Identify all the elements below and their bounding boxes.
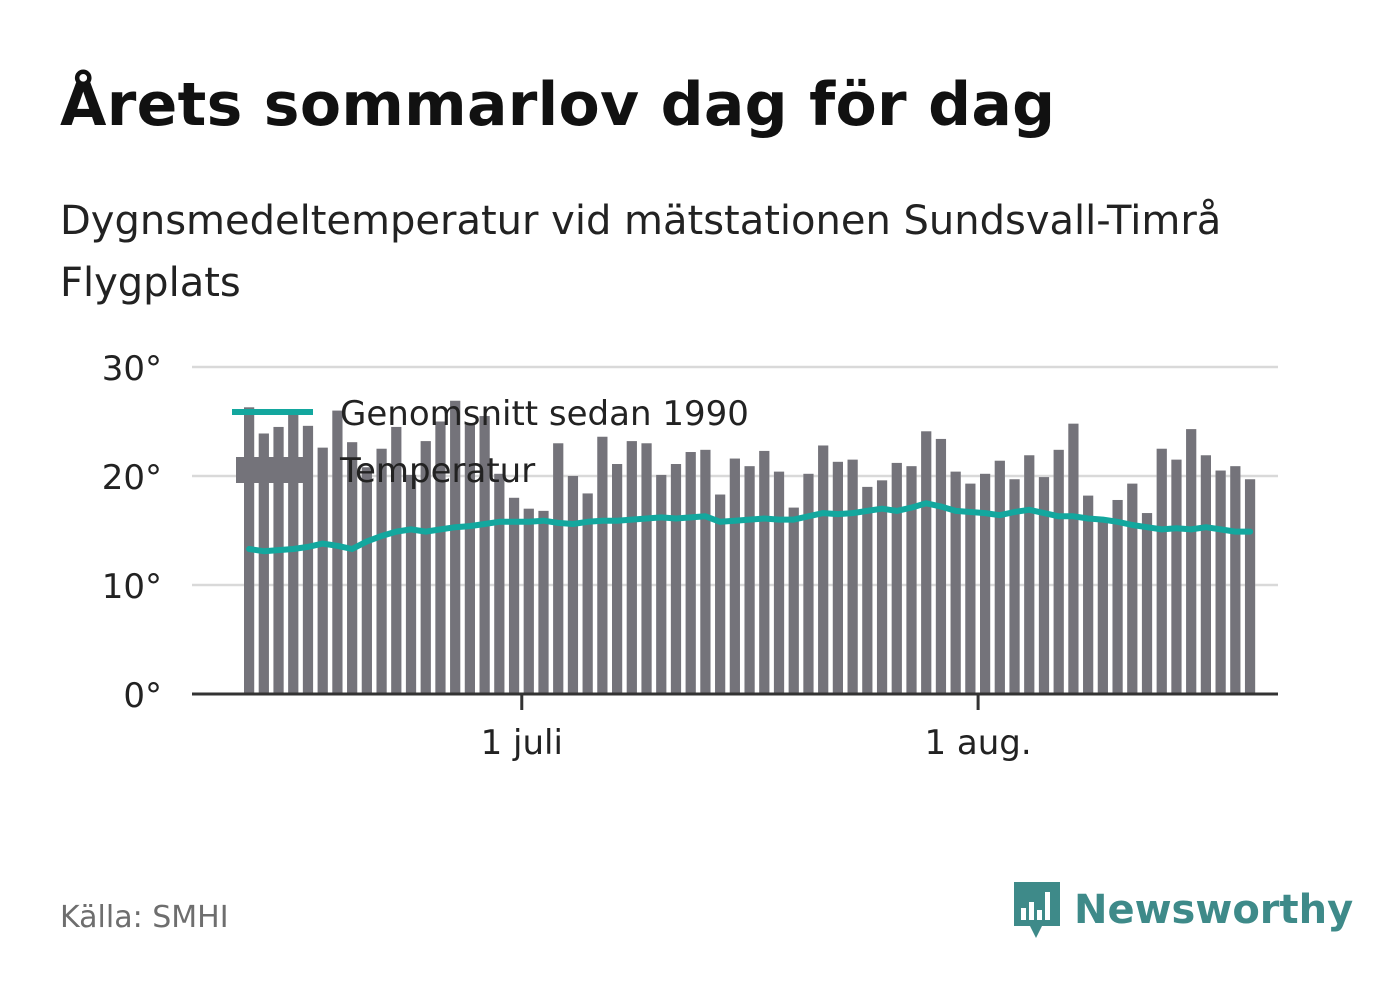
legend-label-temperature: Temperatur bbox=[339, 451, 535, 491]
temperature-bar bbox=[538, 510, 549, 694]
temperature-bar bbox=[994, 460, 1005, 694]
temperature-bar bbox=[288, 413, 299, 694]
newsworthy-logo-icon bbox=[1014, 882, 1060, 938]
temperature-bar bbox=[980, 473, 991, 694]
temperature-bar bbox=[876, 480, 888, 694]
temperature-bar bbox=[405, 474, 417, 694]
temperature-bar bbox=[1156, 448, 1167, 694]
temperature-bar bbox=[391, 426, 402, 694]
brand-logo: Newsworthy bbox=[1012, 880, 1353, 940]
temperature-bar bbox=[508, 497, 520, 694]
temperature-bar bbox=[1009, 479, 1020, 694]
temperature-bar bbox=[317, 447, 328, 694]
temperature-bar bbox=[965, 483, 976, 694]
temperature-bar bbox=[832, 461, 843, 694]
y-tick-label: 0° bbox=[123, 676, 162, 716]
temperature-bar bbox=[332, 410, 343, 694]
temperature-bar bbox=[847, 459, 858, 694]
temperature-bar bbox=[1083, 495, 1094, 694]
temperature-bar bbox=[1038, 477, 1050, 694]
temperature-bar bbox=[523, 508, 534, 694]
temperature-bar bbox=[1127, 483, 1138, 694]
temperature-bar bbox=[1068, 423, 1079, 694]
temperature-bar bbox=[347, 442, 358, 694]
temperature-bar bbox=[420, 441, 431, 694]
temperature-bar bbox=[670, 464, 682, 694]
temperature-bar bbox=[273, 426, 284, 694]
temperature-bar bbox=[891, 462, 902, 694]
temperature-bar bbox=[700, 449, 711, 694]
temperature-bar bbox=[1215, 470, 1226, 694]
source-note: Källa: SMHI bbox=[60, 900, 229, 935]
axes: 0° 10° 20° 30° 1 juli 1 aug. bbox=[102, 349, 1278, 763]
temperature-bar bbox=[803, 473, 814, 694]
temperature-bar bbox=[612, 464, 623, 694]
temperature-bar bbox=[597, 436, 608, 694]
temperature-bar bbox=[464, 424, 475, 694]
legend: Genomsnitt sedan 1990 Temperatur bbox=[232, 394, 749, 491]
temperature-bar bbox=[435, 421, 446, 694]
legend-bar-swatch bbox=[236, 457, 308, 483]
y-tick-label: 20° bbox=[102, 458, 162, 498]
temperature-bar bbox=[1141, 513, 1153, 694]
temperature-bar bbox=[862, 486, 873, 694]
chart-subtitle: Dygnsmedeltemperatur vid mätstationen Su… bbox=[60, 198, 1222, 306]
temperature-bar bbox=[788, 507, 799, 694]
legend-label-average: Genomsnitt sedan 1990 bbox=[340, 394, 749, 434]
temperature-bar bbox=[626, 441, 637, 694]
temperature-bar bbox=[773, 471, 785, 694]
x-tick-label: 1 juli bbox=[481, 723, 563, 763]
temperature-bar bbox=[1053, 449, 1064, 694]
temperature-bar bbox=[302, 425, 314, 694]
temperature-bar bbox=[729, 458, 740, 694]
temperature-bar bbox=[479, 416, 490, 694]
temperature-bar bbox=[1200, 455, 1211, 694]
temperature-bars bbox=[244, 400, 1256, 694]
temperature-bar bbox=[1097, 518, 1108, 694]
temperature-bar bbox=[1244, 479, 1256, 694]
brand-name: Newsworthy bbox=[1074, 887, 1354, 933]
y-tick-label: 30° bbox=[102, 349, 162, 389]
temperature-bar bbox=[818, 445, 829, 694]
temperature-bar bbox=[715, 494, 726, 694]
temperature-bar bbox=[567, 476, 579, 694]
average-line bbox=[246, 500, 1254, 555]
temperature-bar bbox=[685, 452, 696, 694]
temperature-bar bbox=[759, 450, 770, 694]
temperature-bar bbox=[494, 473, 505, 694]
temperature-bar bbox=[656, 474, 667, 694]
temperature-bar bbox=[1186, 429, 1197, 694]
temperature-bar bbox=[1024, 455, 1035, 694]
temperature-bar bbox=[1112, 499, 1123, 694]
temperature-bar bbox=[950, 471, 961, 694]
temperature-bar bbox=[906, 466, 917, 694]
temperature-bar bbox=[450, 400, 461, 694]
temperature-bar bbox=[258, 433, 269, 694]
temperature-bar bbox=[641, 443, 652, 694]
temperature-bar bbox=[582, 493, 593, 694]
y-tick-label: 10° bbox=[102, 567, 162, 607]
average-line-layer bbox=[246, 500, 1254, 555]
temperature-bar bbox=[1230, 466, 1241, 694]
temperature-bar bbox=[744, 466, 755, 694]
x-tick-label: 1 aug. bbox=[924, 723, 1031, 763]
temperature-bar bbox=[935, 438, 947, 694]
temperature-bar bbox=[361, 467, 372, 694]
temperature-bar bbox=[376, 448, 387, 694]
temperature-bar bbox=[921, 431, 932, 694]
chart-title: Årets sommarlov dag för dag bbox=[60, 70, 1056, 140]
temperature-bar bbox=[1171, 459, 1182, 694]
temperature-bar bbox=[553, 443, 564, 694]
